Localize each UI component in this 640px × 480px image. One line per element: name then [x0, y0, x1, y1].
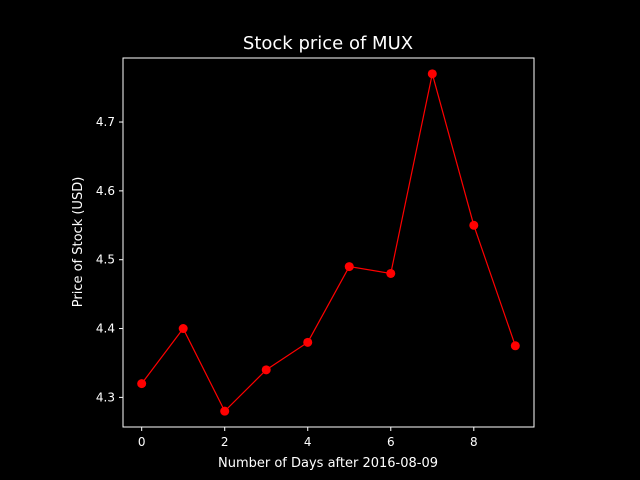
price-line — [141, 73, 516, 413]
y-tick-label: 4.3 — [96, 390, 115, 404]
x-tick-label: 6 — [387, 435, 395, 449]
y-axis: 4.3 4.4 4.5 4.6 4.7 — [96, 115, 123, 404]
data-point — [137, 379, 147, 389]
y-tick-label: 4.7 — [96, 115, 115, 129]
axes-frame — [122, 57, 535, 428]
data-point — [510, 341, 520, 351]
chart-title: Stock price of MUX — [243, 33, 413, 54]
data-point — [220, 406, 230, 416]
data-point — [178, 324, 188, 334]
x-tick-label: 4 — [304, 435, 312, 449]
x-tick-label: 2 — [221, 435, 229, 449]
plot-area — [122, 57, 535, 428]
x-axis: 0 2 4 6 8 — [138, 427, 478, 449]
y-tick-label: 4.4 — [96, 322, 115, 336]
data-point — [386, 268, 396, 278]
data-point — [303, 337, 313, 347]
y-tick-label: 4.6 — [96, 184, 115, 198]
series-group — [137, 69, 520, 416]
data-point — [427, 69, 437, 79]
y-tick-label: 4.5 — [96, 253, 115, 267]
x-tick-label: 8 — [470, 435, 478, 449]
x-tick-label: 0 — [138, 435, 146, 449]
data-point — [344, 262, 354, 272]
data-point — [261, 365, 271, 375]
x-axis-label: Number of Days after 2016-08-09 — [218, 456, 438, 471]
y-axis-label: Price of Stock (USD) — [71, 177, 86, 308]
data-point — [469, 220, 479, 230]
